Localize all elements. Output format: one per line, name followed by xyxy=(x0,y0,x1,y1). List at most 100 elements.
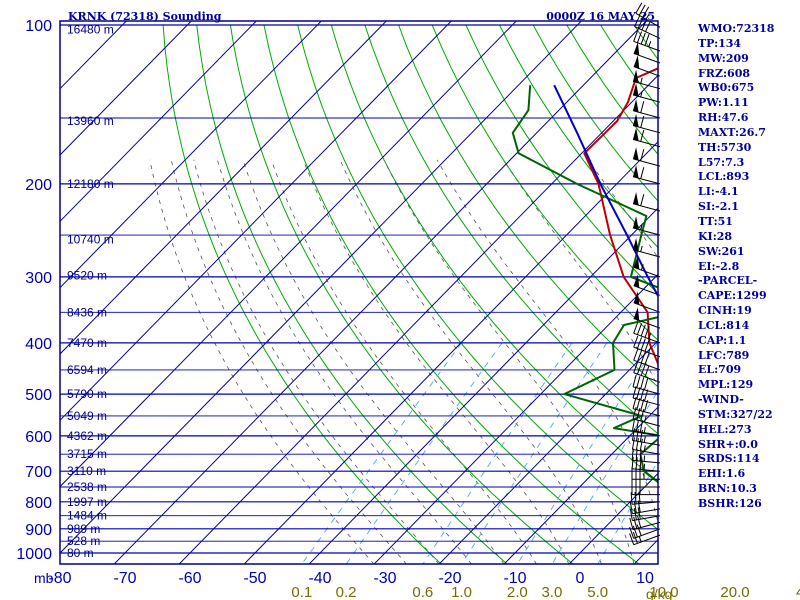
wind-barb-full xyxy=(635,457,638,470)
dry-adiabat-line xyxy=(499,24,658,249)
sounding-index-item: HEL:273 xyxy=(698,422,752,436)
wind-barb-full xyxy=(636,323,643,335)
dry-adiabat-line xyxy=(398,24,658,388)
wind-barb-full xyxy=(631,456,634,469)
wind-barb xyxy=(631,456,661,472)
sounding-index-item: SI:-2.1 xyxy=(698,200,739,214)
wind-barb-staff xyxy=(633,534,661,546)
moist-adiabat-line xyxy=(339,159,602,564)
wind-barb-full xyxy=(642,6,650,18)
wind-barb-staff xyxy=(632,418,661,427)
wind-barb-full xyxy=(636,31,643,43)
dry-adiabat-line xyxy=(465,24,658,295)
pressure-tick-label: 400 xyxy=(25,336,52,353)
wind-barb xyxy=(632,99,661,119)
wind-barb-full xyxy=(636,387,641,400)
wind-barb xyxy=(633,274,661,296)
wind-barb-full xyxy=(644,365,650,377)
isotherm-line xyxy=(60,21,388,355)
wind-barb-flag xyxy=(633,69,639,83)
wind-barb-full xyxy=(636,524,642,536)
sounding-index-item: L57:7.3 xyxy=(698,155,745,169)
wind-barb-full xyxy=(640,364,646,376)
wind-barb-flag xyxy=(633,307,640,321)
pressure-tick-label: 100 xyxy=(25,18,52,35)
mixing-ratio-line xyxy=(345,342,503,564)
temperature-tick-label: 10 xyxy=(636,570,654,587)
sounding-index-item: LI:-4.1 xyxy=(698,185,739,199)
wind-barb-flag xyxy=(633,55,640,69)
wind-barb-full xyxy=(637,507,641,520)
wind-barb-full xyxy=(635,438,639,451)
wind-barb-full xyxy=(640,351,646,364)
wind-barb-full xyxy=(633,361,639,373)
moist-adiabat-line xyxy=(193,159,440,564)
wind-barb xyxy=(633,55,661,77)
sounding-index-item: LCL:814 xyxy=(698,318,750,332)
dry-adiabat-line xyxy=(196,24,508,564)
wind-barb-staff xyxy=(632,508,661,515)
wind-barb-full xyxy=(644,339,650,352)
wind-barb-half xyxy=(648,41,652,48)
wind-barb-half xyxy=(640,223,643,231)
isotherm-line xyxy=(113,21,648,564)
height-label: 1484 m xyxy=(67,509,107,523)
wind-barb-full xyxy=(638,4,646,16)
wind-barb xyxy=(631,448,661,464)
wind-barb-full xyxy=(637,500,641,513)
wind-barb-full xyxy=(640,377,645,390)
wind-barb-full xyxy=(639,429,643,442)
wind-barb xyxy=(633,29,661,52)
moist-adiabat-line xyxy=(170,159,407,564)
isotherm-line xyxy=(178,74,658,564)
wind-barb xyxy=(632,216,661,236)
dry-adiabat-line xyxy=(330,24,658,482)
chart-time: 0000Z 16 MAY 25 xyxy=(546,10,655,23)
wind-barb-half xyxy=(648,332,652,339)
pressure-tick-label: 800 xyxy=(25,495,52,512)
wind-barb-staff xyxy=(633,66,661,77)
wind-barb-full xyxy=(632,386,637,399)
wind-barb-full xyxy=(640,115,645,128)
wind-barb-half xyxy=(640,77,643,84)
wind-barb xyxy=(632,396,661,417)
wind-barb-full xyxy=(629,508,633,521)
height-label: 12180 m xyxy=(67,177,114,191)
wind-barb xyxy=(633,348,661,371)
wind-barb-staff xyxy=(632,468,661,472)
wind-barb-staff xyxy=(633,372,661,383)
wind-barb-full xyxy=(633,348,639,361)
height-label: 3110 m xyxy=(67,464,106,478)
wind-barb xyxy=(632,165,661,185)
sounding-index-item: BSHR:126 xyxy=(698,497,762,510)
moist-adiabat-line xyxy=(149,159,375,564)
sounding-index-item: FRZ:608 xyxy=(698,66,751,80)
wind-barb-flag xyxy=(633,127,639,141)
sounding-index-item: LCL:893 xyxy=(698,170,750,184)
mixing-ratio-line xyxy=(516,342,658,564)
temperature-tick-label: -10 xyxy=(503,570,526,587)
wind-barb-full xyxy=(640,101,645,113)
wind-barb-full xyxy=(635,419,639,432)
wind-barb-half xyxy=(638,536,642,543)
isotherm-line xyxy=(60,21,193,156)
wind-barb-full xyxy=(633,501,637,514)
wind-barb-flag xyxy=(633,42,640,56)
wind-barb xyxy=(632,238,661,258)
sounding-index-item: STM:327/22 xyxy=(698,407,773,421)
wind-barb-full xyxy=(629,533,635,545)
height-label: 1997 m xyxy=(67,495,107,509)
wind-barb-full xyxy=(630,492,633,505)
wind-barb-flag xyxy=(633,83,639,97)
wind-barb-staff xyxy=(633,40,661,52)
wind-barb-full xyxy=(629,517,634,530)
wind-barb-staff xyxy=(633,285,661,296)
height-label: 8436 m xyxy=(67,305,107,319)
isotherm-line xyxy=(60,21,258,223)
sounding-index-item: TH:5730 xyxy=(698,140,752,154)
sounding-index-item: SW:261 xyxy=(698,244,745,258)
wind-barb-staff xyxy=(632,459,661,464)
wind-barb-staff xyxy=(634,26,661,39)
wind-barb-full xyxy=(640,388,645,401)
sounding-traces xyxy=(511,67,658,484)
